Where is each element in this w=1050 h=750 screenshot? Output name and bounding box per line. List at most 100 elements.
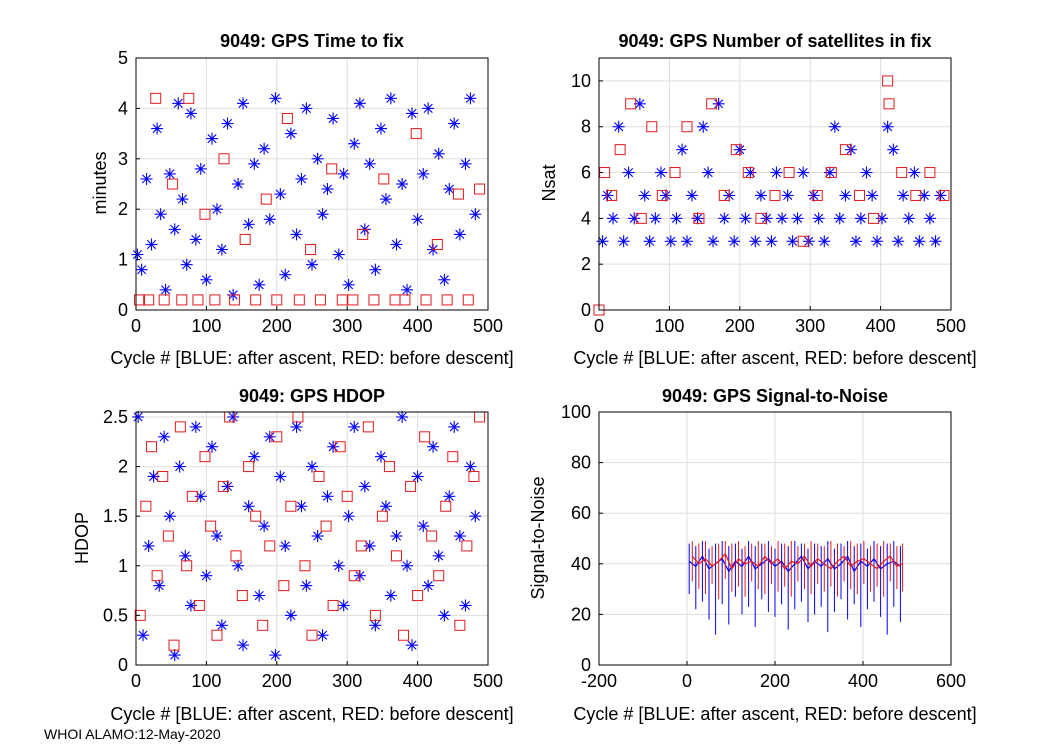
x-tick-label: 200 [725,316,755,336]
data-point-before-descent [183,92,195,104]
data-point-after-ascent [453,228,466,241]
y-tick-label: 3 [118,149,128,169]
panel-time-to-fix: 9049: GPS Time to fix Cycle # [BLUE: aft… [90,31,514,368]
data-point-after-ascent [876,212,889,225]
x-tick-label: 600 [936,671,966,691]
data-point-after-ascent [274,470,287,483]
data-point-before-descent [390,550,402,562]
data-point-before-descent [376,510,388,522]
data-point-after-ascent [697,120,710,133]
series-line-after-ascent [688,555,901,573]
data-point-before-descent [646,121,658,133]
x-tick-label: 200 [760,671,790,691]
data-point-before-descent [614,144,626,156]
y-tick-label: 1.5 [103,506,128,526]
y-tick-label: 0 [118,300,128,320]
data-point-after-ascent [194,162,207,175]
data-point-before-descent [452,188,464,200]
data-point-after-ascent [163,510,176,523]
data-point-after-ascent [206,132,219,145]
data-point-after-ascent [311,530,324,543]
data-point-before-descent [462,294,474,306]
data-point-after-ascent [132,410,145,423]
chart-title: 9049: GPS Signal-to-Noise [662,386,888,406]
data-point-after-ascent [151,122,164,135]
axes-box [598,411,952,666]
data-point-after-ascent [791,212,804,225]
data-point-before-descent [336,294,348,306]
data-point-before-descent [299,560,311,572]
data-point-after-ascent [379,500,392,513]
data-point-after-ascent [754,189,767,202]
data-point-after-ascent [760,212,773,225]
data-point-after-ascent [369,619,382,632]
data-point-after-ascent [390,238,403,251]
data-point-after-ascent [384,92,397,105]
data-point-after-ascent [934,189,947,202]
data-point-after-ascent [638,189,651,202]
data-point-before-descent [839,144,851,156]
y-tick-label: 100 [561,402,591,422]
data-point-after-ascent [215,243,228,256]
data-point-after-ascent [284,609,297,622]
data-point-after-ascent [269,92,282,105]
data-point-after-ascent [390,530,403,543]
x-tick-label: 0 [682,671,692,691]
y-tick-label: 60 [571,503,591,523]
data-point-after-ascent [184,107,197,120]
data-point-after-ascent [659,189,672,202]
data-point-before-descent [229,294,241,306]
data-point-after-ascent [622,166,635,179]
x-tick-label: 400 [403,316,433,336]
data-point-before-descent [405,480,417,492]
data-point-before-descent [924,167,936,179]
data-point-after-ascent [849,235,862,248]
data-point-before-descent [419,431,431,443]
data-point-before-descent [896,167,908,179]
y-tick-label: 0.5 [103,605,128,625]
footer-text: WHOI ALAMO:12-May-2020 [44,726,221,742]
data-point-after-ascent [664,235,677,248]
data-point-before-descent [271,431,283,443]
data-point-after-ascent [153,579,166,592]
data-point-after-ascent [739,212,752,225]
data-point-after-ascent [258,142,271,155]
y-tick-label: 20 [571,604,591,624]
data-point-after-ascent [242,500,255,513]
data-point-after-ascent [432,549,445,562]
data-point-before-descent [162,530,174,542]
data-point-after-ascent [448,420,461,433]
data-point-before-descent [260,193,272,205]
data-point-before-descent [257,619,269,631]
data-point-after-ascent [274,188,287,201]
data-point-after-ascent [807,189,820,202]
y-tick-label: 2 [118,457,128,477]
data-point-after-ascent [180,258,193,271]
data-point-before-descent [150,92,162,104]
data-point-after-ascent [248,157,261,170]
data-point-before-descent [656,189,668,201]
data-point-after-ascent [448,117,461,130]
data-point-after-ascent [628,212,641,225]
x-tick-label: -200 [581,671,617,691]
data-point-after-ascent [337,599,350,612]
data-point-after-ascent [140,172,153,185]
data-point-after-ascent [744,166,757,179]
data-point-after-ascent [200,569,213,582]
data-point-after-ascent [189,233,202,246]
data-point-after-ascent [306,460,318,473]
axes-box [598,57,952,311]
y-axis-label: Nsat [539,164,559,201]
data-point-after-ascent [131,248,144,261]
chart-title: 9049: GPS Time to fix [220,31,404,51]
data-point-before-descent [625,98,637,110]
data-point-after-ascent [327,440,340,453]
data-point-before-descent [468,470,480,482]
data-point-after-ascent [411,213,424,226]
data-point-after-ascent [210,530,223,543]
data-point-after-ascent [358,480,371,493]
data-point-after-ascent [221,117,234,130]
data-point-after-ascent [232,559,245,572]
data-point-before-descent [811,189,823,201]
